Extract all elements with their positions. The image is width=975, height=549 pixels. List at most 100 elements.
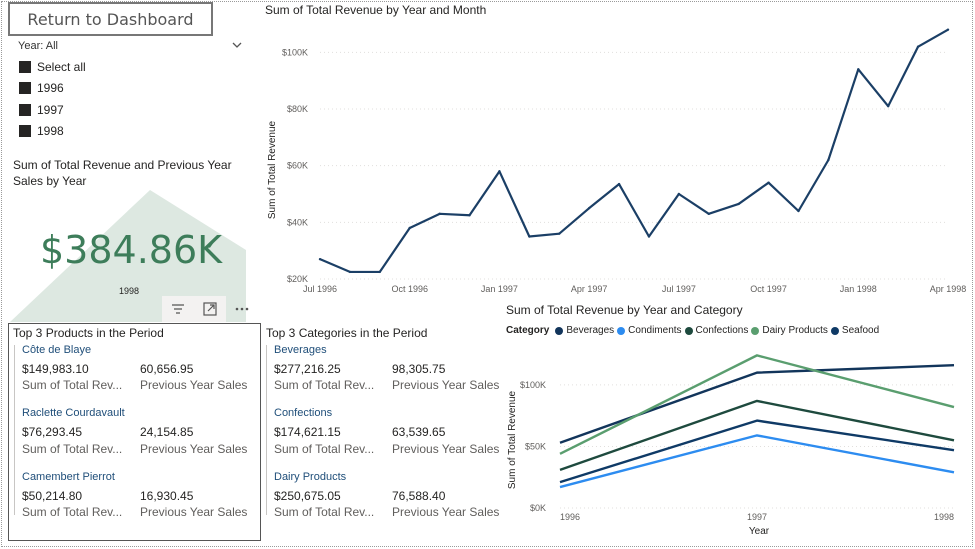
- revenue-data-point[interactable]: [378, 270, 382, 274]
- product-prev-label: Previous Year Sales: [140, 442, 248, 456]
- category-name: Beverages: [274, 344, 327, 356]
- checkbox-icon[interactable]: [19, 104, 31, 116]
- top-categories-title: Top 3 Categories in the Period: [266, 326, 428, 340]
- x-tick-label: Oct 1996: [391, 284, 428, 294]
- category-value: $277,216.25: [274, 362, 341, 376]
- product-value: $50,214.80: [22, 489, 83, 503]
- revenue-data-point[interactable]: [797, 209, 800, 213]
- legend-dot-condiments: [617, 326, 626, 335]
- slicer-header-label: Year: All: [18, 40, 58, 52]
- slicer-item-label: Select all: [37, 60, 86, 74]
- slicer-item-1997[interactable]: 1997: [19, 103, 64, 117]
- revenue-data-point[interactable]: [617, 182, 621, 186]
- series-line-seafood[interactable]: [559, 419, 955, 484]
- series-line-dairy-products[interactable]: [559, 354, 955, 455]
- legend-item-condiments[interactable]: Condiments: [628, 325, 682, 336]
- legend-item-confections[interactable]: Confections: [695, 325, 749, 336]
- revenue-month-chart-title: Sum of Total Revenue by Year and Month: [265, 3, 487, 17]
- category-name: Confections: [274, 407, 333, 419]
- kpi-value: $384.86K: [40, 228, 223, 272]
- revenue-data-point[interactable]: [408, 226, 411, 230]
- series-line-condiments[interactable]: [559, 434, 955, 489]
- legend-title: Category: [506, 325, 550, 336]
- revenue-data-point[interactable]: [318, 257, 322, 261]
- x-axis-label: Year: [749, 526, 770, 537]
- product-name: Raclette Courdavault: [22, 407, 125, 419]
- revenue-data-point[interactable]: [498, 170, 501, 173]
- revenue-category-chart-title: Sum of Total Revenue by Year and Categor…: [506, 303, 743, 317]
- revenue-data-point[interactable]: [857, 68, 860, 71]
- legend-dot-confections: [684, 326, 693, 335]
- product-prev-value: 16,930.45: [140, 489, 194, 503]
- x-tick-label: 1998: [934, 512, 954, 522]
- series-line-confections[interactable]: [559, 399, 955, 471]
- checkmark-icon: ✓: [206, 236, 218, 252]
- y-tick-label: $80K: [287, 104, 308, 114]
- product-value-label: Sum of Total Rev...: [22, 378, 123, 392]
- year-slicer-header[interactable]: Year: All: [18, 40, 242, 52]
- legend-item-dairy[interactable]: Dairy Products: [762, 325, 828, 336]
- revenue-data-point[interactable]: [886, 104, 890, 108]
- product-prev-value: 24,154.85: [140, 425, 194, 439]
- revenue-series-line[interactable]: [319, 28, 949, 274]
- product-prev-value: 60,656.95: [140, 362, 194, 376]
- slicer-item-label: 1998: [37, 124, 64, 138]
- revenue-data-point[interactable]: [767, 181, 770, 184]
- revenue-data-point[interactable]: [587, 206, 591, 210]
- category-prev-label: Previous Year Sales: [392, 442, 500, 456]
- chevron-down-icon[interactable]: [232, 40, 242, 52]
- slicer-item-1996[interactable]: 1996: [19, 81, 64, 95]
- legend-item-seafood[interactable]: Seafood: [841, 325, 880, 336]
- product-prev-label: Previous Year Sales: [140, 378, 248, 392]
- product-value: $149,983.10: [22, 362, 89, 376]
- revenue-data-point[interactable]: [528, 235, 531, 238]
- product-value-label: Sum of Total Rev...: [22, 442, 123, 456]
- revenue-data-point[interactable]: [558, 232, 561, 235]
- product-value: $76,293.45: [22, 425, 83, 439]
- revenue-data-point[interactable]: [737, 202, 740, 206]
- kpi-title: Sum of Total Revenue and Previous Year S…: [13, 158, 232, 188]
- revenue-data-point[interactable]: [946, 28, 950, 31]
- checkbox-icon[interactable]: [19, 82, 31, 94]
- category-value: $250,675.05: [274, 489, 341, 503]
- y-tick-label: $20K: [287, 274, 308, 284]
- top-products-title: Top 3 Products in the Period: [13, 326, 164, 340]
- x-tick-label: 1996: [560, 512, 580, 522]
- x-tick-label: Apr 1998: [930, 284, 967, 294]
- x-tick-label: Jan 1997: [481, 284, 518, 294]
- legend-dot-seafood: [830, 326, 839, 335]
- slicer-item-select-all[interactable]: Select all: [19, 60, 86, 74]
- category-value-label: Sum of Total Rev...: [274, 378, 375, 392]
- revenue-data-point[interactable]: [827, 158, 830, 162]
- filter-icon[interactable]: [162, 296, 194, 322]
- y-axis-label: Sum of Total Revenue: [267, 120, 278, 219]
- y-tick-label: $100K: [282, 47, 308, 57]
- revenue-month-chart: Sum of Total Revenue $20K $40K $60K $80K $10…: [267, 28, 967, 294]
- y-tick-label: $0K: [530, 503, 546, 513]
- x-tick-label: 1997: [747, 512, 767, 522]
- x-tick-label: Jan 1998: [840, 284, 877, 294]
- category-prev-value: 98,305.75: [392, 362, 446, 376]
- product-prev-label: Previous Year Sales: [140, 505, 248, 519]
- revenue-data-point[interactable]: [348, 270, 352, 274]
- category-prev-label: Previous Year Sales: [392, 505, 500, 519]
- product-value-label: Sum of Total Rev...: [22, 505, 123, 519]
- revenue-category-chart: Sum of Total Revenue Year $0K $50K $100K 1…: [507, 354, 955, 537]
- more-options-icon[interactable]: [226, 296, 258, 322]
- series-line-beverages[interactable]: [559, 364, 955, 444]
- checkbox-icon[interactable]: [19, 61, 31, 73]
- return-to-dashboard-button[interactable]: Return to Dashboard: [8, 2, 213, 36]
- revenue-data-point[interactable]: [916, 45, 920, 48]
- product-name: Camembert Pierrot: [22, 471, 115, 483]
- legend-item-beverages[interactable]: Beverages: [566, 325, 615, 336]
- revenue-data-point[interactable]: [647, 235, 651, 238]
- revenue-data-point[interactable]: [468, 214, 471, 217]
- slicer-item-1998[interactable]: 1998: [19, 124, 64, 138]
- checkbox-icon[interactable]: [19, 125, 31, 137]
- y-tick-label: $60K: [287, 161, 308, 171]
- revenue-data-point[interactable]: [438, 212, 441, 216]
- revenue-data-point[interactable]: [677, 192, 681, 196]
- focus-mode-icon[interactable]: [194, 296, 226, 322]
- visual-header: [162, 296, 258, 322]
- revenue-data-point[interactable]: [707, 212, 710, 216]
